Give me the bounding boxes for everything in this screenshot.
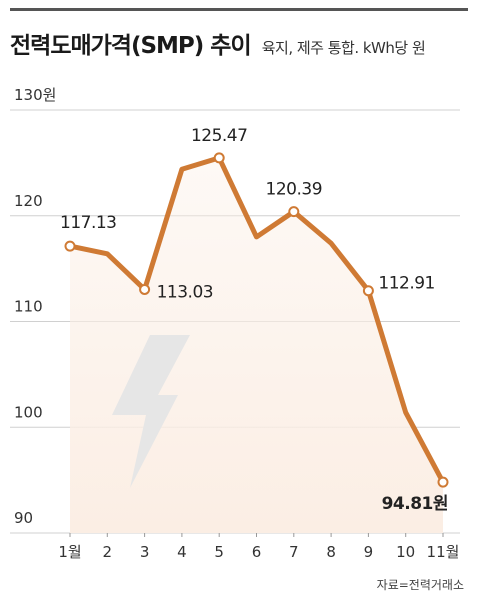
top-rule <box>10 8 468 11</box>
data-point-marker <box>288 206 300 218</box>
data-point-marker <box>437 476 449 488</box>
series-line <box>67 155 446 485</box>
y-tick-label: 100 <box>14 403 43 421</box>
x-tick-label: 9 <box>364 543 374 561</box>
x-tick-label: 8 <box>326 543 336 561</box>
y-tick-label: 120 <box>14 192 43 210</box>
chart-subtitle: 육지, 제주 통합. kWh당 원 <box>261 39 426 57</box>
x-tick-label: 10 <box>396 543 415 561</box>
x-tick-label: 7 <box>289 543 299 561</box>
x-tick-label: 2 <box>103 543 113 561</box>
lightning-bolt-icon <box>112 335 190 488</box>
data-label: 113.03 <box>157 282 213 302</box>
x-tick-label: 5 <box>214 543 224 561</box>
x-tick-label: 1월 <box>58 543 81 561</box>
x-tick-label: 3 <box>140 543 150 561</box>
y-tick-label: 110 <box>14 298 43 316</box>
x-tick-label: 4 <box>177 543 187 561</box>
data-label: 112.91 <box>378 274 434 294</box>
area-fill <box>70 157 443 533</box>
source-note: 자료=전력거래소 <box>376 578 464 592</box>
data-label: 120.39 <box>266 180 322 200</box>
y-tick-label: 90 <box>14 509 33 527</box>
data-label: 94.81원 <box>382 494 448 514</box>
data-point-marker <box>139 283 151 295</box>
data-label: 125.47 <box>191 126 247 146</box>
data-point-marker <box>362 285 374 297</box>
x-tick-label: 11월 <box>427 543 460 561</box>
chart-title: 전력도매가격(SMP) 추이 <box>10 33 252 59</box>
data-point-marker <box>64 240 76 252</box>
y-tick-label: 130원 <box>14 86 56 104</box>
data-point-marker <box>213 152 225 164</box>
header: 전력도매가격(SMP) 추이 육지, 제주 통합. kWh당 원 <box>10 26 426 60</box>
data-label: 117.13 <box>60 213 116 233</box>
x-tick-label: 6 <box>252 543 262 561</box>
